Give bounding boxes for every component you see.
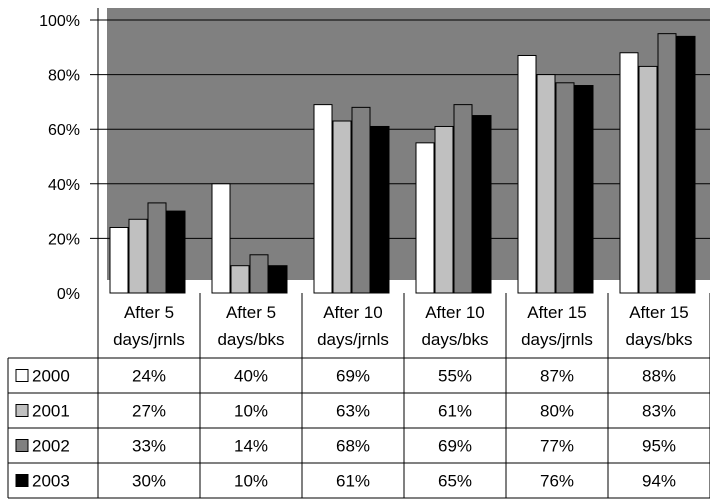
bar-2000-4 xyxy=(517,54,537,294)
table-cell-value: 63% xyxy=(336,402,370,421)
bar-2001-5 xyxy=(638,65,658,294)
bar-2001-4 xyxy=(536,74,556,294)
bar-2000-2 xyxy=(313,104,333,294)
legend-key-2003 xyxy=(15,474,29,487)
category-label-line2: days/bks xyxy=(625,330,692,349)
table-cell-value: 10% xyxy=(234,402,268,421)
legend-label: 2003 xyxy=(32,472,70,491)
bar-2002-0 xyxy=(147,202,167,294)
table-cell-value: 61% xyxy=(336,472,370,491)
category-label-line1: After 5 xyxy=(124,303,174,322)
table-cell-value: 27% xyxy=(132,402,166,421)
table-cell-value: 33% xyxy=(132,437,166,456)
bar-2002-1 xyxy=(249,254,269,294)
table-cell-value: 61% xyxy=(438,402,472,421)
table-cell-value: 68% xyxy=(336,437,370,456)
bar-2003-0 xyxy=(166,210,186,294)
bar-2003-5 xyxy=(676,35,696,294)
legend-label: 2002 xyxy=(32,437,70,456)
bar-2001-2 xyxy=(332,120,352,294)
table-cell-value: 30% xyxy=(132,472,166,491)
table-cell-value: 88% xyxy=(642,367,676,386)
table-cell-value: 40% xyxy=(234,367,268,386)
table-cell-value: 14% xyxy=(234,437,268,456)
category-label-line2: days/jrnls xyxy=(317,330,389,349)
bar-2000-1 xyxy=(211,183,231,294)
category-label-line1: After 15 xyxy=(527,303,587,322)
y-tick-label: 20% xyxy=(48,231,80,248)
bar-2001-1 xyxy=(230,265,250,294)
bar-2002-2 xyxy=(351,106,371,294)
table-cell-value: 95% xyxy=(642,437,676,456)
bar-2002-4 xyxy=(555,82,575,294)
table-cell-value: 69% xyxy=(336,367,370,386)
bar-2002-3 xyxy=(453,104,473,294)
legend-label: 2000 xyxy=(32,367,70,386)
bar-2000-3 xyxy=(415,142,435,294)
bar-2001-3 xyxy=(434,125,454,294)
category-label-line1: After 15 xyxy=(629,303,689,322)
bar-2000-5 xyxy=(619,52,639,294)
table-cell-value: 83% xyxy=(642,402,676,421)
bar-2001-0 xyxy=(128,218,148,294)
y-tick-label: 0% xyxy=(57,286,80,303)
table-cell-value: 24% xyxy=(132,367,166,386)
legend-key-2000 xyxy=(15,369,29,382)
bar-2002-5 xyxy=(657,33,677,294)
plot-area xyxy=(107,8,710,280)
table-cell-value: 10% xyxy=(234,472,268,491)
y-tick-label: 80% xyxy=(48,68,80,85)
category-label-line1: After 5 xyxy=(226,303,276,322)
table-cell-value: 65% xyxy=(438,472,472,491)
bar-2003-1 xyxy=(268,265,288,294)
bar-2000-0 xyxy=(109,226,129,294)
table-cell-value: 76% xyxy=(540,472,574,491)
table-cell-value: 94% xyxy=(642,472,676,491)
y-tick-label: 100% xyxy=(39,13,80,30)
legend-key-2001 xyxy=(15,404,29,417)
table-cell-value: 80% xyxy=(540,402,574,421)
legend-key-2002 xyxy=(15,439,29,452)
bar-2003-4 xyxy=(574,85,594,294)
legend-label: 2001 xyxy=(32,402,70,421)
category-label-line1: After 10 xyxy=(323,303,383,322)
category-label-line2: days/bks xyxy=(421,330,488,349)
category-label-line2: days/jrnls xyxy=(113,330,185,349)
bar-2003-2 xyxy=(370,125,390,294)
bar-2003-3 xyxy=(472,115,492,294)
category-label-line2: days/jrnls xyxy=(521,330,593,349)
table-cell-value: 69% xyxy=(438,437,472,456)
table-cell-value: 55% xyxy=(438,367,472,386)
y-tick-label: 40% xyxy=(48,177,80,194)
table-cell-value: 77% xyxy=(540,437,574,456)
category-label-line2: days/bks xyxy=(217,330,284,349)
category-label-line1: After 10 xyxy=(425,303,485,322)
y-tick-label: 60% xyxy=(48,122,80,139)
table-cell-value: 87% xyxy=(540,367,574,386)
